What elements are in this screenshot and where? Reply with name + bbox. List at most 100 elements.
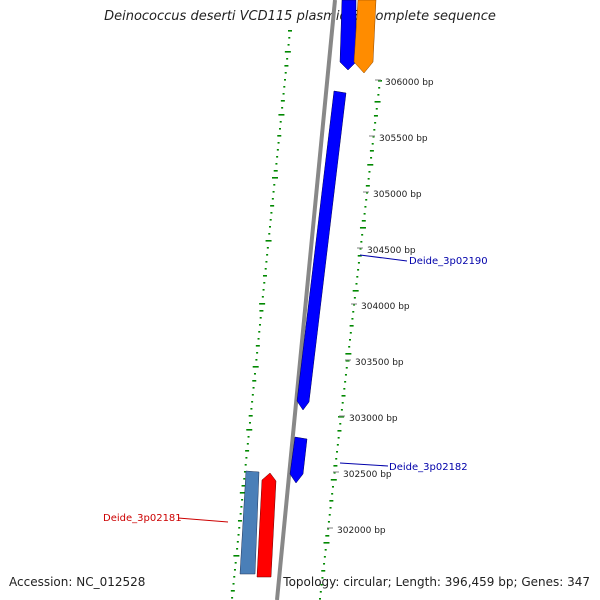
gc-mark <box>251 394 254 396</box>
gc-mark <box>372 136 375 138</box>
gc-mark <box>357 269 360 271</box>
gc-mark <box>269 219 272 221</box>
tick-label: 306000 bp <box>385 78 434 88</box>
gc-mark <box>349 325 354 327</box>
gc-mark <box>378 80 382 82</box>
gc-mark <box>329 500 334 502</box>
gc-mark <box>252 380 257 382</box>
backbone-line <box>275 0 337 600</box>
coordinate-ticks: 306000 bp 305500 bp 305000 bp 304500 bp 3040… <box>327 78 434 536</box>
gc-mark <box>352 290 359 292</box>
gene-label-deide-3p02181[interactable]: Deide_3p02181 <box>103 513 182 524</box>
gc-mark <box>278 128 281 130</box>
gc-mark <box>261 296 264 298</box>
gc-mark <box>364 206 367 208</box>
tick-label: 303000 bp <box>349 414 398 424</box>
gc-mark <box>333 472 336 474</box>
gene-arrow-deide-3p02182[interactable] <box>289 436 308 484</box>
gc-mark <box>288 37 291 39</box>
gene-arrow-left-steelblue[interactable] <box>239 470 260 575</box>
gc-mark <box>284 51 291 53</box>
gc-mark <box>278 114 285 116</box>
gc-mark <box>279 121 282 123</box>
gc-mark <box>231 597 234 599</box>
gc-mark <box>375 108 378 110</box>
gc-mark <box>272 191 275 193</box>
gc-mark <box>357 262 360 264</box>
gc-mark <box>233 576 236 578</box>
gc-mark <box>333 465 338 467</box>
tick-304000: 304000 bp <box>351 302 410 312</box>
gc-mark <box>327 521 330 523</box>
gc-mark <box>248 422 251 424</box>
features <box>239 0 377 578</box>
gc-mark <box>236 541 239 543</box>
gc-mark <box>359 227 366 229</box>
gc-mark <box>270 205 275 207</box>
gc-mark <box>243 471 246 473</box>
gc-mark <box>377 94 380 96</box>
gc-mark <box>268 226 271 228</box>
gc-mark <box>283 79 286 81</box>
gene-arrow-deide-3p02181[interactable] <box>256 472 277 578</box>
gc-mark <box>248 415 253 417</box>
topology-text: Topology: circular; Length: 396,459 bp; … <box>283 575 590 589</box>
gene-arrow-top-blue[interactable] <box>339 0 357 71</box>
gc-mark <box>243 478 246 480</box>
tick-302000: 302000 bp <box>327 526 386 536</box>
gc-mark <box>330 479 337 481</box>
gc-mark <box>256 352 259 354</box>
gene-label-deide-3p02190[interactable]: Deide_3p02190 <box>409 256 488 267</box>
gc-mark <box>325 535 330 537</box>
gc-mark <box>352 311 355 313</box>
gc-mark <box>257 338 260 340</box>
gc-mark <box>245 457 248 459</box>
tick-label: 304500 bp <box>367 246 416 256</box>
gc-mark <box>374 101 381 103</box>
gc-skew-track-inner <box>319 80 382 600</box>
gc-mark <box>288 30 292 32</box>
gc-mark <box>323 556 326 558</box>
gc-mark <box>280 100 285 102</box>
gc-mark <box>252 366 259 368</box>
gc-mark <box>327 528 330 530</box>
tick-302500: 302500 bp <box>333 470 392 480</box>
gc-mark <box>319 598 321 600</box>
gc-mark <box>284 65 289 67</box>
gc-mark <box>258 331 261 333</box>
gc-mark <box>353 304 356 306</box>
gc-mark <box>319 591 322 593</box>
gc-mark <box>323 542 330 544</box>
map-title: Deinococcus deserti VCD115 plasmid 3, co… <box>104 9 496 24</box>
gc-mark <box>266 247 269 249</box>
gc-mark <box>245 450 250 452</box>
gc-mark <box>266 254 269 256</box>
gc-mark <box>236 548 239 550</box>
gene-arrow-top-orange[interactable] <box>353 0 377 74</box>
leader-deide-3p02190 <box>359 254 408 262</box>
gc-mark <box>374 122 377 124</box>
gc-mark <box>286 58 289 60</box>
tick-304500: 304500 bp <box>357 246 416 256</box>
gc-mark <box>331 486 334 488</box>
gc-mark <box>252 387 255 389</box>
gc-mark <box>284 72 287 74</box>
gene-arrow-deide-3p02190[interactable] <box>296 90 347 411</box>
gc-mark <box>259 310 264 312</box>
gc-mark <box>341 402 344 404</box>
gc-mark <box>344 381 347 383</box>
gc-mark <box>264 268 267 270</box>
gc-mark <box>366 192 369 194</box>
gc-mark <box>365 199 368 201</box>
gc-mark <box>251 401 254 403</box>
gc-mark <box>361 220 366 222</box>
gene-label-deide-3p02182[interactable]: Deide_3p02182 <box>389 462 468 473</box>
gc-mark <box>323 563 326 565</box>
gc-mark <box>273 170 278 172</box>
gc-mark <box>233 569 236 571</box>
gc-mark <box>345 353 352 355</box>
gc-mark <box>276 156 279 158</box>
gc-mark <box>353 297 356 299</box>
gc-mark <box>320 584 323 586</box>
